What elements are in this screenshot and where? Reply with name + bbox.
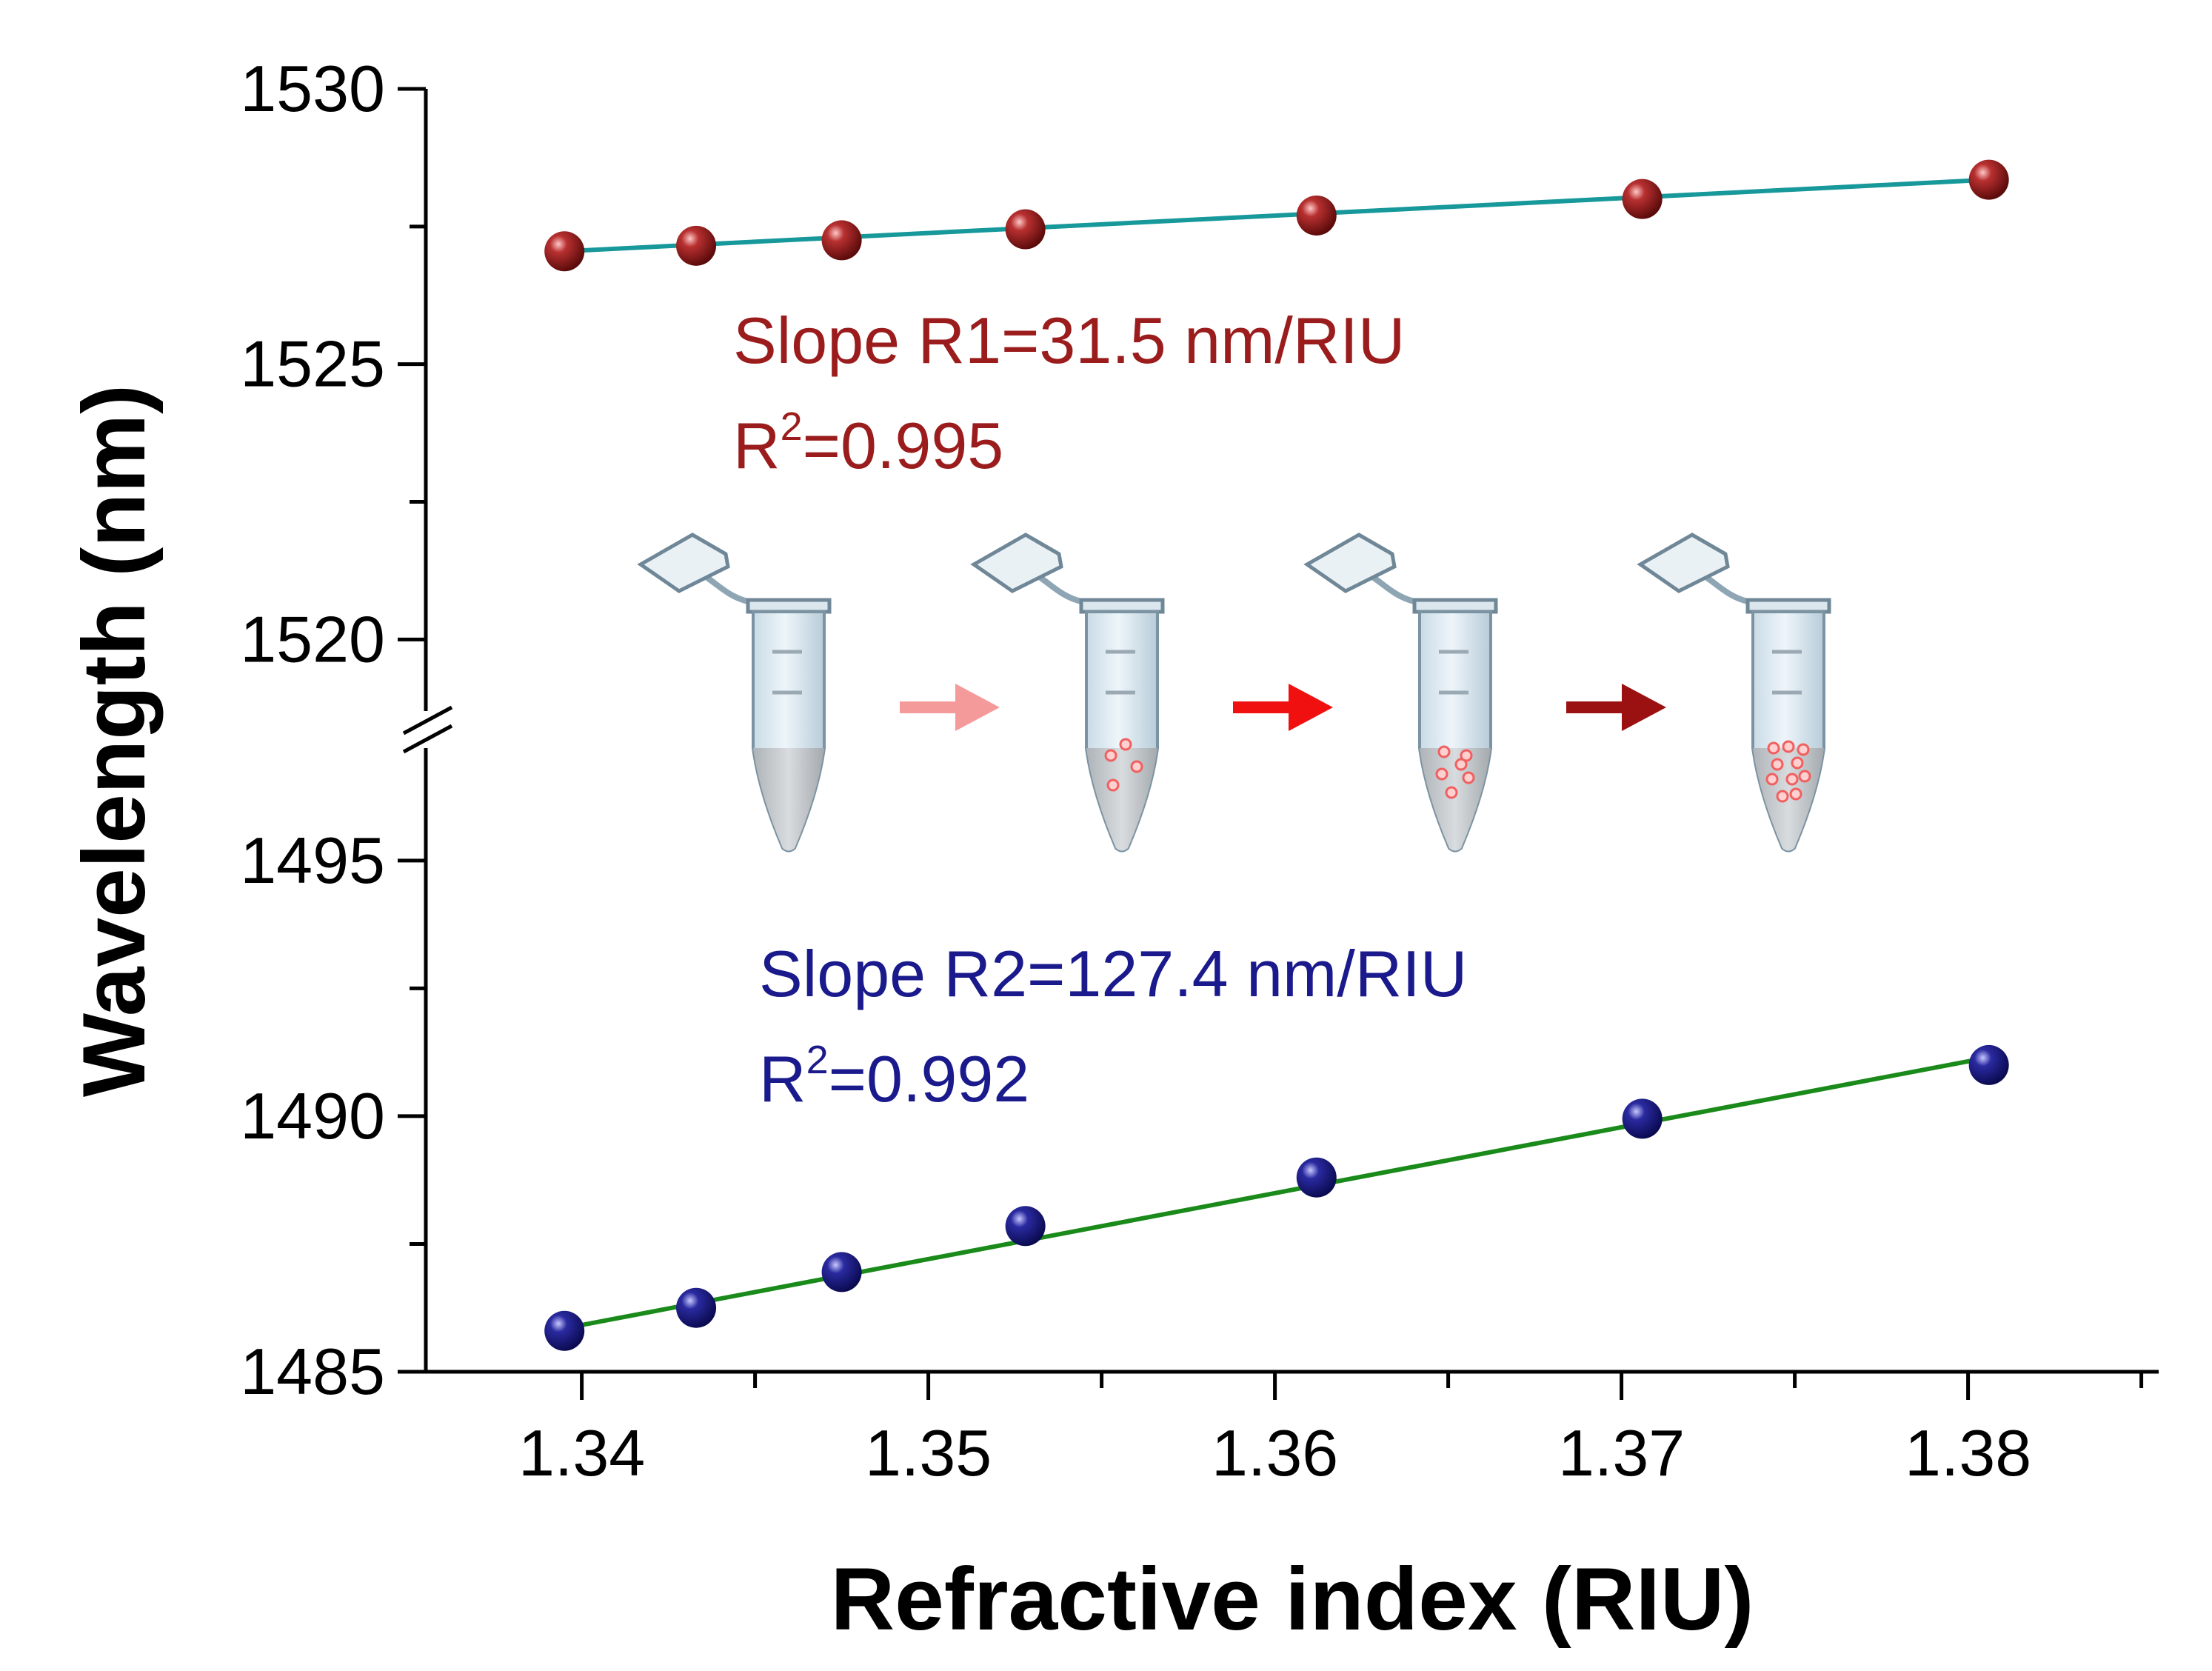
tube-3: [1303, 533, 1498, 853]
tube-strap: [1705, 575, 1749, 604]
tube-rim: [1745, 598, 1831, 614]
data-point-R2-1: [544, 1310, 585, 1351]
tube-2: [970, 533, 1165, 853]
arrow-shaft: [1566, 701, 1625, 713]
tube-lid-edge: [1357, 533, 1394, 556]
tube-rim: [746, 598, 832, 614]
tube-lid: [970, 533, 1063, 593]
y-tick-label-1530: 1530: [240, 52, 385, 125]
arrow-head: [1622, 684, 1666, 731]
tube-lid-edge: [1024, 533, 1060, 556]
data-point-R1-2: [676, 225, 717, 266]
r1-rsquared-base: R: [733, 409, 781, 482]
particle: [1771, 758, 1784, 771]
r2-rsquared-value: =0.992: [829, 1042, 1030, 1115]
particle: [1454, 758, 1468, 771]
tube-lid: [1637, 533, 1730, 593]
particle: [1460, 749, 1473, 762]
axis-break-mark-2: [402, 724, 453, 754]
tube-series-illustration: [637, 533, 1831, 853]
data-point-R1-7: [1968, 159, 2009, 200]
particle: [1791, 756, 1804, 770]
particle: [1789, 787, 1802, 801]
particle: [1776, 790, 1789, 803]
tube-strap: [705, 575, 749, 604]
fit-line-R1: [564, 177, 1989, 254]
tube-1: [637, 533, 832, 853]
r2-rsquared-base: R: [759, 1042, 806, 1115]
data-point-R1-6: [1622, 179, 1663, 219]
y-tick-label-1495: 1495: [240, 824, 385, 897]
particle: [1797, 743, 1810, 756]
y-axis-title: Wavelength (nm): [64, 384, 164, 1097]
y-tick-label-1525: 1525: [240, 327, 385, 401]
particle: [1767, 741, 1780, 755]
tube-liquid: [753, 748, 824, 851]
x-tick-label-1.38: 1.38: [1905, 1416, 2031, 1490]
tube-lid-edge: [691, 533, 727, 556]
fit-line-R2: [564, 1055, 1990, 1331]
x-tick-label-1.37: 1.37: [1558, 1416, 1685, 1490]
arrow-head: [1289, 684, 1333, 731]
data-point-R2-3: [821, 1252, 862, 1293]
r2-rsquared-sup: 2: [806, 1038, 829, 1082]
data-points: [544, 159, 2009, 1351]
particle: [1445, 786, 1458, 799]
particle: [1435, 767, 1449, 781]
tube-liquid: [1086, 748, 1157, 851]
r1-rsquared-value: =0.995: [803, 409, 1004, 482]
particle: [1104, 749, 1117, 762]
x-ticks: 1.34 1.35 1.36 1.37 1.38: [518, 1372, 2144, 1490]
y-tick-label-1520: 1520: [240, 602, 385, 676]
r1-slope-label: Slope R1=31.5 nm/RIU: [733, 304, 1405, 377]
particle: [1798, 770, 1811, 783]
data-point-R2-5: [1296, 1157, 1337, 1198]
y-tick-label-1485: 1485: [240, 1335, 385, 1408]
particle: [1106, 778, 1120, 792]
arrow-1: [900, 684, 1000, 731]
data-point-R1-4: [1005, 209, 1046, 250]
r2-slope-label: Slope R2=127.4 nm/RIU: [759, 937, 1467, 1010]
particle: [1782, 740, 1795, 753]
tube-lid: [637, 533, 730, 593]
tube-rim: [1079, 598, 1165, 614]
data-point-R2-2: [676, 1287, 717, 1328]
arrow-head: [955, 684, 1000, 731]
arrow-shaft: [1233, 701, 1292, 713]
particle: [1130, 760, 1143, 773]
particle: [1765, 773, 1779, 786]
r2-rsquared-label: R2=0.992: [759, 1038, 1029, 1115]
tube-rim: [1412, 598, 1498, 614]
tube-lid: [1303, 533, 1397, 593]
x-tick-label-1.36: 1.36: [1212, 1416, 1338, 1490]
tube-4: [1637, 533, 1831, 853]
arrow-3: [1566, 684, 1666, 731]
data-point-R1-3: [821, 220, 862, 261]
tube-strap: [1371, 575, 1416, 604]
data-point-R1-1: [544, 231, 585, 272]
axes: [402, 89, 2159, 1374]
x-tick-label-1.35: 1.35: [865, 1416, 992, 1490]
data-point-R2-6: [1622, 1098, 1663, 1139]
particle: [1119, 738, 1132, 751]
x-tick-label-1.34: 1.34: [518, 1416, 645, 1490]
particle: [1785, 773, 1799, 786]
r1-rsquared-sup: 2: [781, 404, 803, 449]
y-tick-label-1490: 1490: [240, 1079, 385, 1153]
data-point-R2-7: [1968, 1044, 2009, 1085]
particle: [1462, 771, 1475, 784]
fit-lines: [564, 177, 1990, 1331]
axis-break-mark-1: [402, 705, 453, 736]
arrow-shaft: [900, 701, 959, 713]
r1-rsquared-label: R2=0.995: [733, 404, 1003, 482]
data-point-R1-5: [1296, 195, 1337, 236]
arrow-2: [1233, 684, 1333, 731]
data-point-R2-4: [1005, 1206, 1046, 1247]
x-axis-title: Refractive index (RIU): [831, 1550, 1754, 1649]
tube-strap: [1038, 575, 1083, 604]
tube-lid-edge: [1691, 533, 1727, 556]
y-ticks: 1520 1525 1530 1485 1490 1495: [240, 52, 426, 1408]
particle: [1437, 745, 1451, 758]
